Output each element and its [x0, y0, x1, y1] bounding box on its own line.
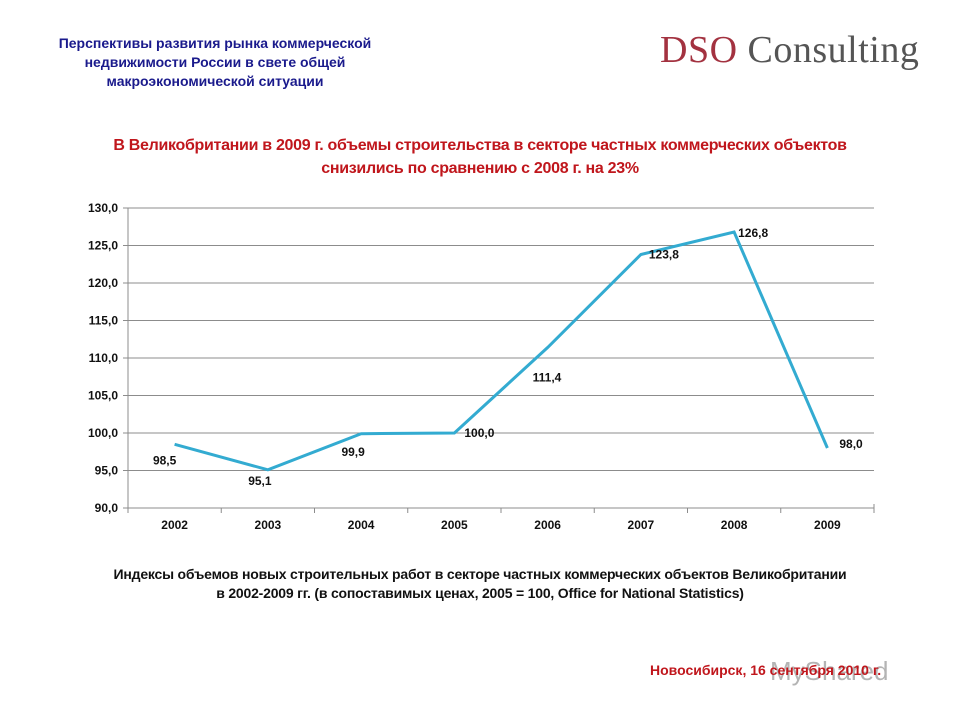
x-tick-label: 2004 — [348, 518, 375, 532]
data-label: 111,4 — [533, 371, 562, 385]
data-label: 123,8 — [649, 248, 679, 262]
series-line — [174, 230, 829, 472]
y-tick-label: 100,0 — [88, 426, 118, 440]
logo-consulting: Consulting — [737, 29, 920, 71]
headline-line-1: В Великобритании в 2009 г. объемы строит… — [113, 137, 847, 154]
x-tick-label: 2002 — [161, 518, 188, 532]
x-tick-label: 2008 — [721, 518, 748, 532]
y-tick-label: 130,0 — [88, 201, 118, 215]
data-label: 126,8 — [738, 226, 768, 240]
title-line-1: Перспективы развития рынка коммерческой — [58, 35, 372, 51]
data-label: 98,0 — [839, 437, 863, 451]
data-label: 98,5 — [153, 453, 177, 467]
y-tick-label: 120,0 — [88, 276, 118, 290]
caption-line-2: в 2002-2009 гг. (в сопоставимых ценах, 2… — [216, 585, 744, 601]
title-line-2: недвижимости России в свете общей — [84, 54, 346, 70]
data-label: 99,9 — [341, 445, 365, 459]
y-tick-label: 115,0 — [89, 314, 119, 328]
presentation-title: Перспективы развития рынка коммерческой … — [20, 34, 410, 91]
title-line-3: макроэкономической ситуации — [106, 73, 324, 89]
x-tick-label: 2006 — [534, 518, 561, 532]
data-label: 100,0 — [464, 426, 494, 440]
y-tick-label: 90,0 — [95, 501, 119, 515]
y-tick-label: 105,0 — [88, 389, 118, 403]
headline-line-2: снизились по сравнению с 2008 г. на 23% — [321, 160, 639, 177]
footer-location-date: Новосибирск, 16 сентября 2010 г. — [650, 662, 882, 678]
x-tick-label: 2003 — [255, 518, 282, 532]
data-label: 95,1 — [248, 474, 272, 488]
logo-dso: DSO — [660, 29, 738, 71]
x-tick-label: 2007 — [628, 518, 655, 532]
y-tick-label: 110,0 — [89, 351, 119, 365]
slide-headline: В Великобритании в 2009 г. объемы строит… — [20, 134, 940, 180]
caption-line-1: Индексы объемов новых строительных работ… — [113, 566, 847, 582]
x-tick-label: 2009 — [814, 518, 841, 532]
y-tick-label: 125,0 — [88, 239, 118, 253]
chart-caption: Индексы объемов новых строительных работ… — [30, 565, 930, 603]
x-tick-label: 2005 — [441, 518, 468, 532]
watermark: MyShared — [770, 656, 889, 686]
y-tick-label: 95,0 — [95, 464, 119, 478]
dso-consulting-logo: DSO Consulting — [660, 28, 919, 72]
